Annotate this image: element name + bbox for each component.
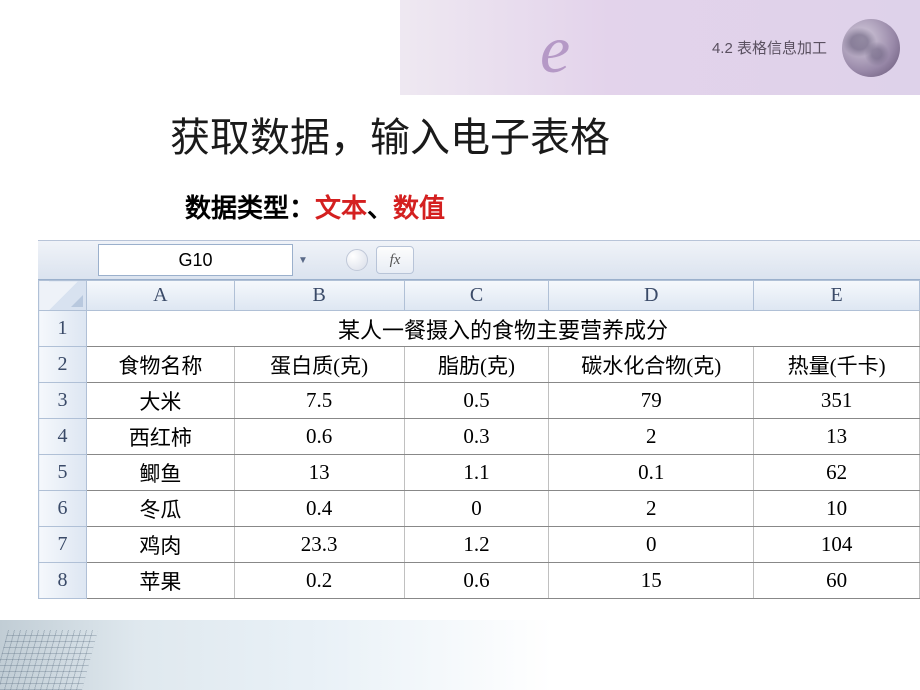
cell[interactable]: 13: [754, 419, 920, 455]
table-row: 8 苹果 0.2 0.6 15 60: [39, 563, 920, 599]
table-row: 5 鲫鱼 13 1.1 0.1 62: [39, 455, 920, 491]
spreadsheet: G10 ▼ fx A B C D E 1 某人一餐摄入的食物主要营养成分 2 食…: [38, 240, 920, 599]
col-header-E[interactable]: E: [754, 281, 920, 311]
subtitle-separator: 、: [367, 193, 393, 223]
cell[interactable]: 0: [404, 491, 549, 527]
col-header-C[interactable]: C: [404, 281, 549, 311]
footer-grid-pattern: [0, 630, 98, 690]
logo-swoosh: e: [540, 10, 610, 85]
column-header-row: A B C D E: [39, 281, 920, 311]
subtitle-red-2: 数值: [393, 193, 445, 223]
cell[interactable]: 0: [549, 527, 754, 563]
row-header-5[interactable]: 5: [39, 455, 87, 491]
table-row: 3 大米 7.5 0.5 79 351: [39, 383, 920, 419]
table-row: 1 某人一餐摄入的食物主要营养成分: [39, 311, 920, 347]
cell[interactable]: 10: [754, 491, 920, 527]
cell[interactable]: 79: [549, 383, 754, 419]
cell[interactable]: 鲫鱼: [86, 455, 234, 491]
cell[interactable]: 2: [549, 491, 754, 527]
select-all-corner[interactable]: [39, 281, 87, 311]
cell[interactable]: 15: [549, 563, 754, 599]
row-header-2[interactable]: 2: [39, 347, 87, 383]
cell[interactable]: 60: [754, 563, 920, 599]
cell[interactable]: 苹果: [86, 563, 234, 599]
cell[interactable]: 104: [754, 527, 920, 563]
cell[interactable]: 大米: [86, 383, 234, 419]
cancel-button[interactable]: [346, 249, 368, 271]
row-header-6[interactable]: 6: [39, 491, 87, 527]
merged-title-cell[interactable]: 某人一餐摄入的食物主要营养成分: [86, 311, 919, 347]
cell[interactable]: 7.5: [234, 383, 404, 419]
row-header-7[interactable]: 7: [39, 527, 87, 563]
globe-icon: [842, 19, 900, 77]
cell[interactable]: 0.3: [404, 419, 549, 455]
cell[interactable]: 0.5: [404, 383, 549, 419]
cell[interactable]: 热量(千卡): [754, 347, 920, 383]
table-row: 6 冬瓜 0.4 0 2 10: [39, 491, 920, 527]
cell[interactable]: 351: [754, 383, 920, 419]
cell[interactable]: 碳水化合物(克): [549, 347, 754, 383]
active-cell-ref: G10: [178, 250, 212, 271]
cell[interactable]: 62: [754, 455, 920, 491]
cell[interactable]: 西红柿: [86, 419, 234, 455]
name-box[interactable]: G10 ▼: [98, 244, 293, 276]
slide-title: 获取数据，输入电子表格: [170, 105, 610, 163]
cell[interactable]: 食物名称: [86, 347, 234, 383]
col-header-B[interactable]: B: [234, 281, 404, 311]
cell[interactable]: 1.2: [404, 527, 549, 563]
fx-button[interactable]: fx: [376, 246, 414, 274]
sheet-table: A B C D E 1 某人一餐摄入的食物主要营养成分 2 食物名称 蛋白质(克…: [38, 280, 920, 599]
cell[interactable]: 23.3: [234, 527, 404, 563]
cell[interactable]: 鸡肉: [86, 527, 234, 563]
cell[interactable]: 13: [234, 455, 404, 491]
table-row: 7 鸡肉 23.3 1.2 0 104: [39, 527, 920, 563]
row-header-4[interactable]: 4: [39, 419, 87, 455]
cell[interactable]: 蛋白质(克): [234, 347, 404, 383]
cell[interactable]: 2: [549, 419, 754, 455]
cell[interactable]: 0.6: [404, 563, 549, 599]
name-box-dropdown-icon[interactable]: ▼: [294, 245, 312, 275]
col-header-D[interactable]: D: [549, 281, 754, 311]
footer-decoration: [0, 620, 920, 690]
table-row: 2 食物名称 蛋白质(克) 脂肪(克) 碳水化合物(克) 热量(千卡): [39, 347, 920, 383]
row-header-3[interactable]: 3: [39, 383, 87, 419]
row-header-1[interactable]: 1: [39, 311, 87, 347]
cell[interactable]: 0.4: [234, 491, 404, 527]
formula-bar: G10 ▼ fx: [38, 240, 920, 280]
cell[interactable]: 0.1: [549, 455, 754, 491]
subtitle-red-1: 文本: [315, 193, 367, 223]
cell[interactable]: 1.1: [404, 455, 549, 491]
subtitle-prefix: 数据类型：: [185, 193, 315, 223]
chapter-label: 4.2 表格信息加工: [712, 37, 827, 58]
cell[interactable]: 冬瓜: [86, 491, 234, 527]
row-header-8[interactable]: 8: [39, 563, 87, 599]
header-banner: e 4.2 表格信息加工: [400, 0, 920, 95]
table-row: 4 西红柿 0.6 0.3 2 13: [39, 419, 920, 455]
cell[interactable]: 脂肪(克): [404, 347, 549, 383]
col-header-A[interactable]: A: [86, 281, 234, 311]
cell[interactable]: 0.2: [234, 563, 404, 599]
cell[interactable]: 0.6: [234, 419, 404, 455]
subtitle: 数据类型：文本、数值: [185, 188, 445, 225]
fx-area: fx: [343, 246, 414, 274]
